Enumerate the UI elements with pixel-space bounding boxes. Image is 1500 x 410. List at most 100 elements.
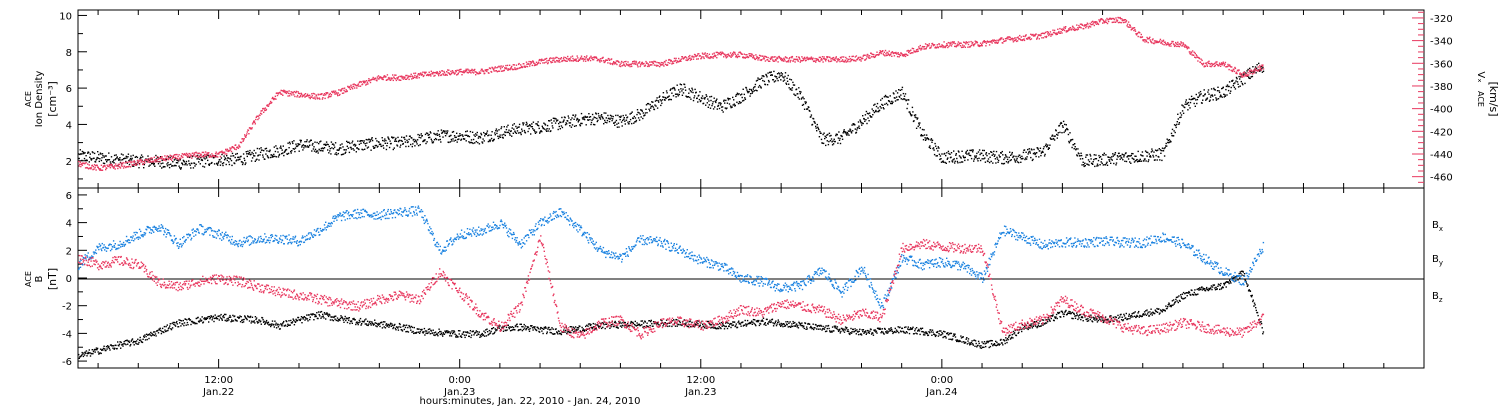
data-point [1044, 144, 1047, 147]
data-point [1056, 133, 1058, 136]
data-point [174, 156, 177, 159]
data-point [911, 47, 914, 50]
data-point [89, 156, 91, 159]
data-point [295, 143, 297, 145]
data-point [336, 93, 338, 95]
data-point [696, 54, 698, 57]
data-point [1101, 18, 1103, 21]
data-point [809, 110, 811, 112]
data-point [293, 324, 296, 326]
data-point [208, 152, 210, 154]
data-point [676, 84, 678, 86]
data-point [133, 340, 135, 343]
data-point [99, 348, 102, 350]
data-point [350, 84, 352, 86]
data-point [1156, 40, 1158, 43]
data-point [878, 52, 881, 54]
data-point [1124, 19, 1127, 21]
top-left-tick-label: 2 [66, 157, 72, 168]
data-point [568, 117, 570, 119]
data-point [710, 95, 713, 98]
data-point [413, 76, 416, 79]
data-point [748, 90, 750, 93]
data-point [147, 333, 150, 336]
data-point [972, 43, 974, 46]
data-point [1259, 70, 1261, 72]
data-point [808, 57, 810, 59]
data-point [1069, 27, 1072, 29]
data-point [199, 320, 201, 322]
data-point [1002, 154, 1004, 156]
data-point [1155, 154, 1157, 157]
data-point [640, 116, 642, 118]
data-point [126, 339, 128, 341]
data-point [963, 157, 965, 159]
data-point [108, 347, 111, 350]
data-point [306, 318, 309, 320]
data-point [274, 95, 277, 97]
data-point [650, 105, 652, 108]
data-point [437, 72, 439, 74]
data-point [1206, 64, 1208, 66]
data-point [346, 140, 348, 143]
data-point [154, 333, 157, 335]
data-point [930, 139, 932, 141]
data-point [968, 41, 970, 43]
data-point [654, 104, 656, 106]
data-point [576, 119, 578, 121]
data-point [979, 42, 982, 44]
data-point [153, 156, 155, 158]
data-point [142, 163, 144, 165]
data-point [531, 61, 533, 63]
data-point [816, 130, 818, 132]
data-point [369, 140, 372, 142]
data-point [382, 78, 384, 81]
data-point [660, 100, 662, 102]
data-point [302, 318, 304, 320]
data-point [215, 317, 217, 319]
data-point [390, 142, 392, 145]
data-point [1209, 63, 1212, 65]
data-point [1001, 150, 1003, 153]
data-point [668, 95, 670, 97]
data-point [644, 112, 647, 114]
data-point [1252, 72, 1254, 75]
data-point [594, 57, 596, 59]
data-point [1131, 157, 1133, 159]
data-point [525, 61, 528, 63]
data-point [848, 134, 850, 136]
data-point [1014, 37, 1016, 39]
data-point [319, 149, 321, 152]
data-point [313, 97, 315, 100]
data-point [1023, 39, 1026, 42]
data-point [1081, 158, 1084, 160]
data-point [1044, 153, 1046, 156]
data-point [317, 317, 319, 320]
data-point [133, 164, 135, 166]
data-point [256, 147, 259, 150]
data-point [412, 76, 414, 78]
data-point [126, 166, 128, 168]
data-point [903, 98, 905, 100]
data-point [226, 318, 228, 320]
data-point [637, 66, 639, 68]
data-point [656, 97, 658, 99]
data-point [1132, 153, 1134, 155]
data-point [284, 325, 286, 327]
data-point [93, 168, 95, 170]
data-point [850, 132, 853, 134]
data-point [828, 60, 830, 63]
data-point [369, 139, 371, 141]
data-point [750, 88, 752, 91]
top-left-tick-label: 4 [66, 120, 72, 131]
data-point [620, 115, 622, 117]
data-point [779, 57, 781, 59]
data-point [1005, 40, 1007, 42]
data-point [569, 122, 572, 124]
data-point [1064, 130, 1066, 132]
data-point [412, 143, 414, 145]
data-point [120, 153, 123, 155]
data-point [137, 159, 139, 161]
data-point [1029, 36, 1031, 38]
data-point [826, 134, 828, 136]
